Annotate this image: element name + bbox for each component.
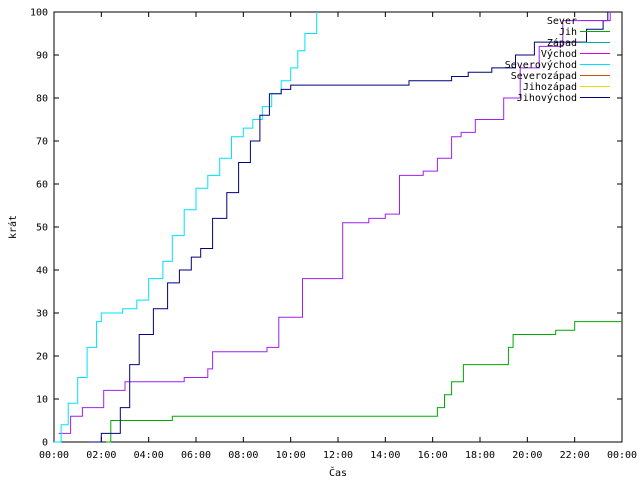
x-tick-label: 16:00 xyxy=(418,450,448,461)
x-tick-label: 00:00 xyxy=(39,450,69,461)
y-tick-label: 80 xyxy=(36,94,48,105)
x-tick-label: 00:00 xyxy=(607,450,637,461)
legend-label: Severovýchod xyxy=(505,59,577,71)
legend-label: Západ xyxy=(547,37,577,49)
x-axis-label: Čas xyxy=(329,466,347,479)
y-tick-label: 0 xyxy=(42,438,48,449)
x-tick-label: 02:00 xyxy=(86,450,116,461)
y-tick-label: 100 xyxy=(30,8,48,19)
series-line-Sever xyxy=(58,12,611,434)
x-tick-label: 18:00 xyxy=(465,450,495,461)
legend-label: Východ xyxy=(541,48,577,60)
series-line-Jihovýchod xyxy=(89,12,609,443)
legend-label: Jihovýchod xyxy=(517,92,577,104)
x-tick-label: 22:00 xyxy=(560,450,590,461)
x-tick-label: 12:00 xyxy=(323,450,353,461)
x-tick-label: 10:00 xyxy=(276,450,306,461)
y-tick-label: 60 xyxy=(36,180,48,191)
legend: SeverJihZápadVýchodSeverovýchodSeverozáp… xyxy=(505,16,610,104)
x-tick-label: 14:00 xyxy=(370,450,400,461)
legend-label: Severozápad xyxy=(511,70,577,82)
x-tick-label: 04:00 xyxy=(134,450,164,461)
y-axis-label: krát xyxy=(7,215,19,239)
axis-ticks: 00:00 02:00 04:00 06:00 08:00 10:00 12:00 14:00… xyxy=(30,8,637,462)
y-tick-label: 70 xyxy=(36,137,48,148)
y-tick-label: 50 xyxy=(36,223,48,234)
series-lines xyxy=(54,12,622,443)
x-tick-label: 06:00 xyxy=(181,450,211,461)
series-line-Jih xyxy=(106,321,622,443)
legend-label: Jih xyxy=(559,27,577,38)
y-tick-label: 10 xyxy=(36,395,48,406)
y-tick-label: 90 xyxy=(36,51,48,62)
legend-label: Jihozápad xyxy=(523,81,577,93)
y-tick-label: 40 xyxy=(36,266,48,277)
series-line-Severovýchod xyxy=(54,12,318,443)
y-tick-label: 20 xyxy=(36,352,48,363)
x-tick-label: 20:00 xyxy=(512,450,542,461)
y-tick-label: 30 xyxy=(36,309,48,320)
legend-label: Sever xyxy=(547,16,577,27)
x-tick-label: 08:00 xyxy=(228,450,258,461)
